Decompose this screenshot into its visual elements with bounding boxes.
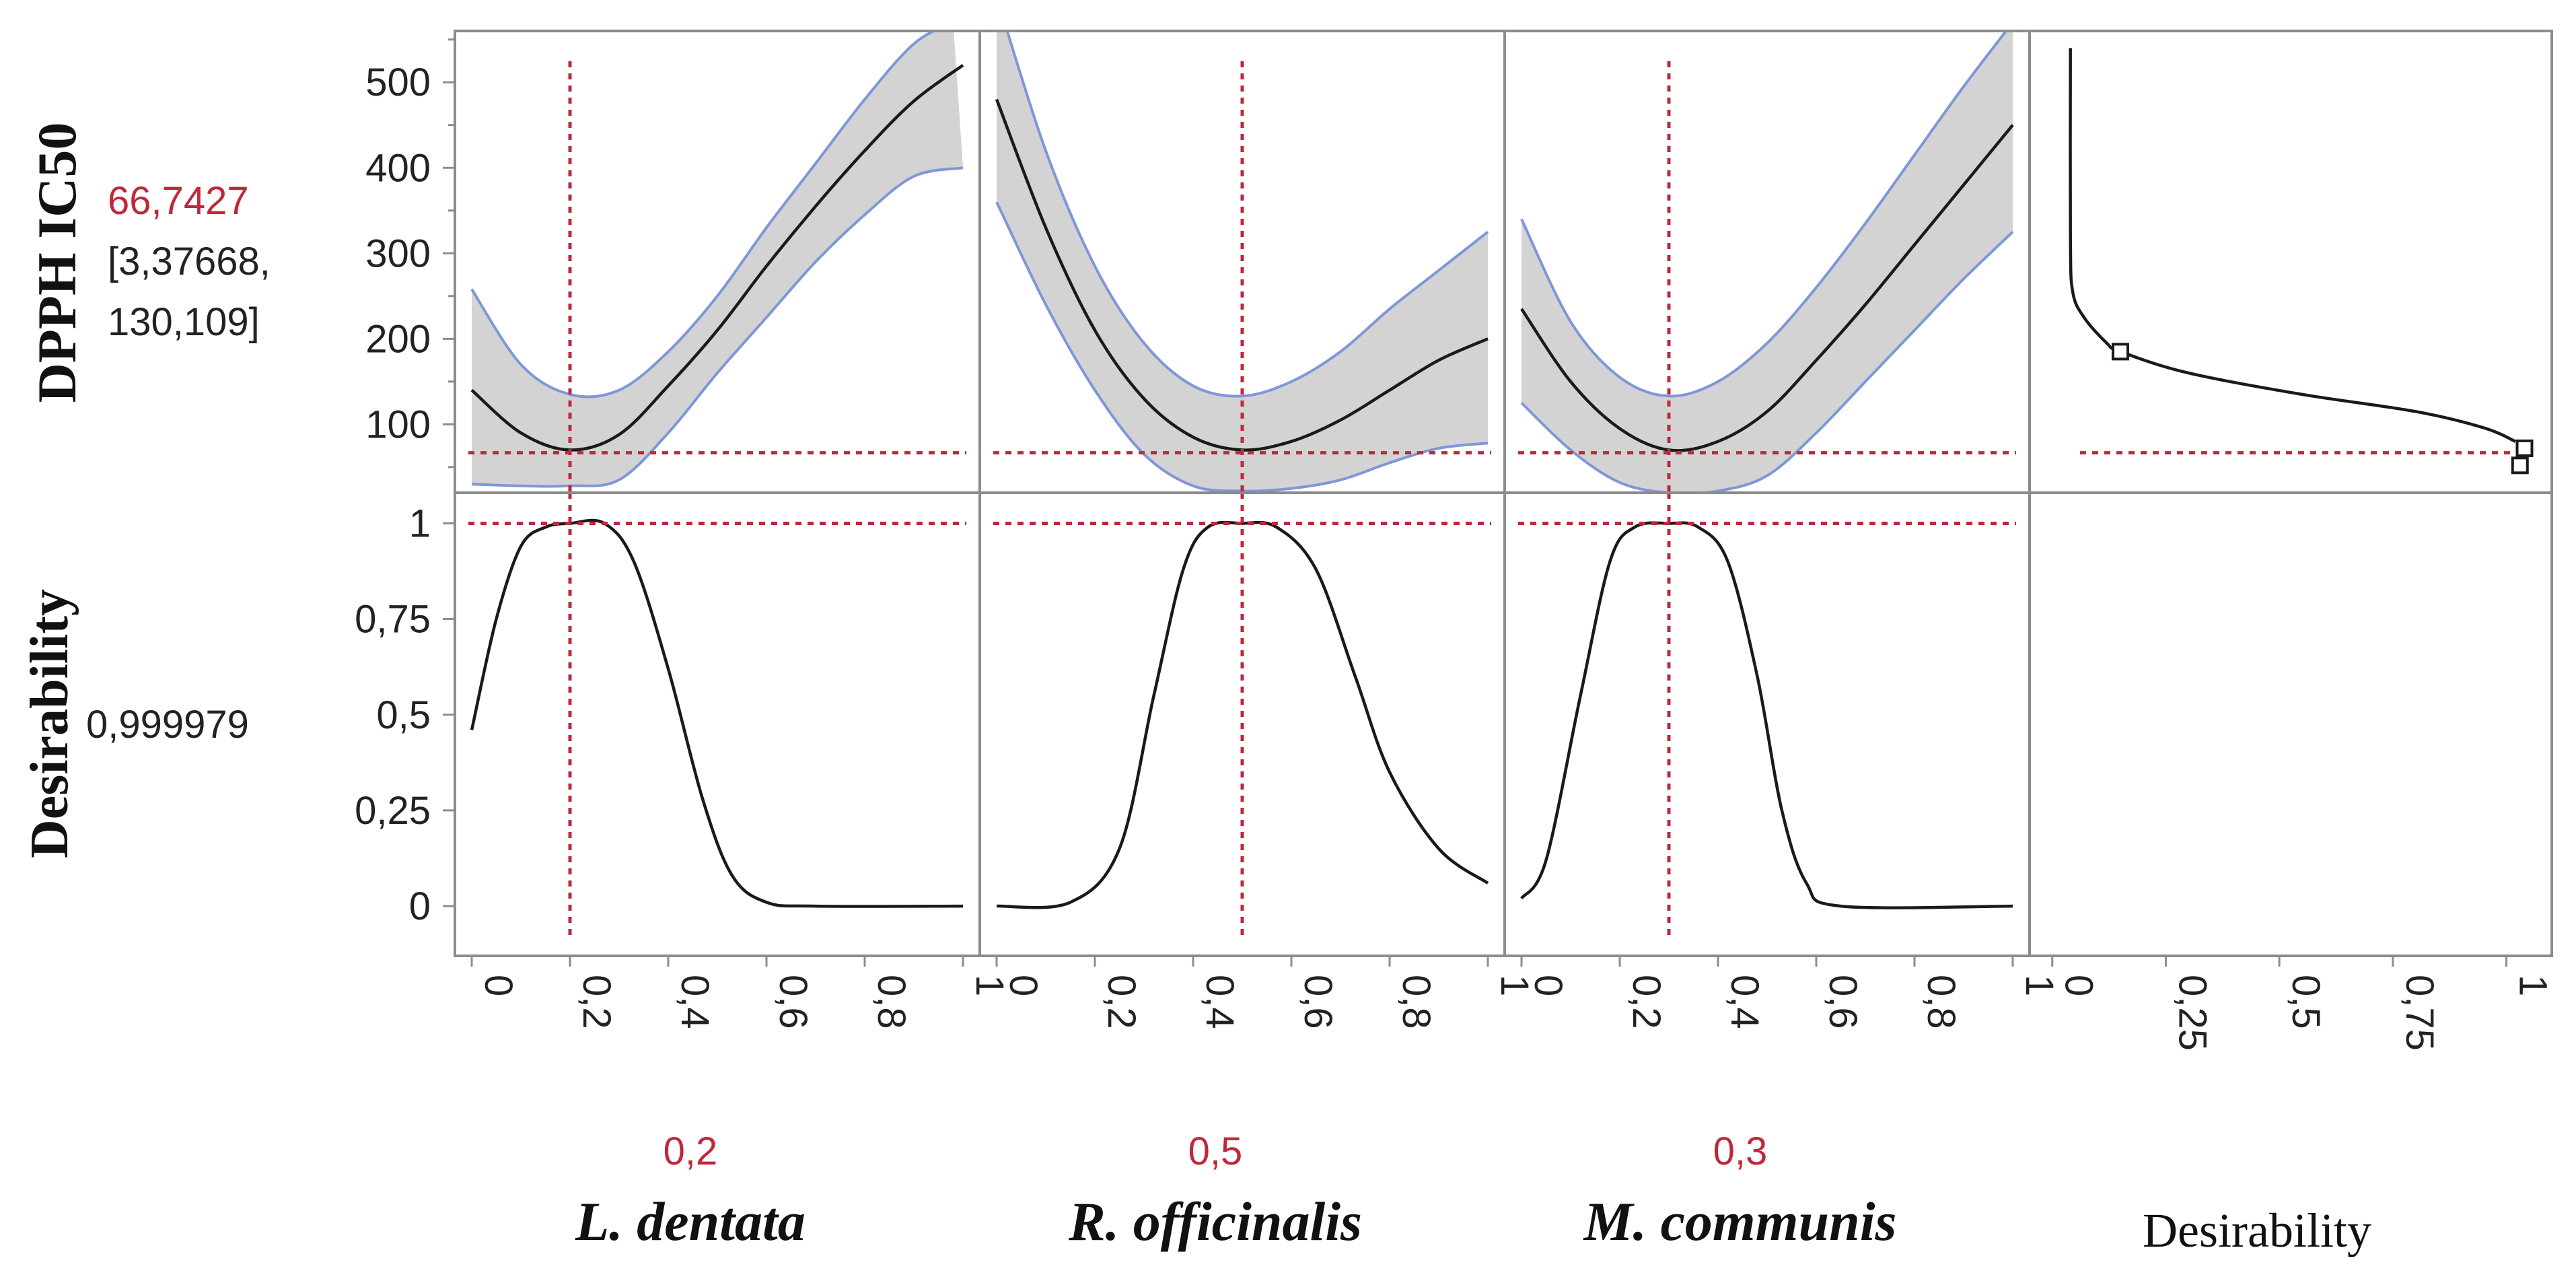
response-panel-1	[468, 31, 966, 493]
response-curve	[1520, 124, 2014, 452]
upper-ci-line	[1520, 31, 2008, 398]
x-tick-label: 0,4	[673, 975, 717, 1029]
response-curve	[995, 98, 1489, 452]
response-axis-title: DPPH IC50	[26, 123, 87, 403]
response-ci-line2: 130,109]	[108, 300, 260, 344]
desirability-marker	[2511, 456, 2529, 475]
x-tick-label: 1	[2017, 975, 2061, 996]
factor-current-value: 0,2	[664, 1130, 718, 1173]
response-predicted-value: 66,7427	[108, 179, 249, 223]
desirability-curve	[996, 520, 1489, 909]
factor-name: L. dentata	[575, 1191, 806, 1252]
confidence-band	[997, 31, 1488, 491]
desirability-value: 0,999979	[86, 703, 249, 747]
x-tick-label: 1	[968, 975, 1011, 996]
y-tick-label: 0,75	[355, 598, 431, 642]
x-tick-label: 0	[1001, 975, 1045, 996]
desirability-panel-1	[468, 493, 966, 936]
desirability-axis-title: Desirability	[2143, 1204, 2371, 1257]
x-tick-label: 0,6	[1821, 975, 1865, 1029]
response-curve	[470, 63, 964, 452]
y-tick-label: 300	[365, 232, 431, 275]
lower-ci-line	[471, 166, 964, 488]
response-panel-3	[1518, 31, 2016, 493]
y-tick-label: 500	[365, 61, 431, 104]
desirability-curve	[1520, 521, 2013, 909]
response-panel-2	[993, 31, 1491, 493]
factor-name: R. officinalis	[1068, 1191, 1362, 1252]
desirability-panel-2	[993, 493, 1491, 936]
x-tick-label: 0,4	[1198, 975, 1242, 1029]
x-tick-label: 0,8	[869, 975, 913, 1029]
x-tick-label: 0,5	[2284, 975, 2328, 1029]
y-tick-label: 400	[365, 146, 431, 190]
y-tick-label: 0,5	[376, 693, 431, 737]
x-tick-label: 0,2	[575, 975, 618, 1029]
x-tick-label: 0	[476, 975, 520, 996]
x-tick-label: 0,8	[1394, 975, 1438, 1029]
desirability-marker	[2515, 439, 2534, 457]
x-tick-label: 0,6	[771, 975, 815, 1029]
panel-frame	[2028, 491, 2553, 957]
confidence-band	[472, 31, 963, 487]
y-tick-label: 0,25	[355, 789, 431, 833]
desirability-curve	[470, 518, 964, 908]
y-tick-label: 1	[409, 501, 431, 545]
desirability-axis-title-vertical: Desirability	[20, 589, 79, 858]
y-tick-label: 0	[409, 885, 431, 928]
x-tick-label: 0,2	[1100, 975, 1143, 1029]
lower-ci-line	[1520, 231, 2014, 493]
factor-name: M. communis	[1583, 1191, 1897, 1252]
x-tick-label: 0,6	[1296, 975, 1340, 1029]
y-tick-label: 100	[365, 403, 431, 446]
confidence-band	[1522, 31, 2013, 493]
x-tick-label: 0,8	[1919, 975, 1963, 1029]
desirability-function-panel	[2069, 48, 2534, 475]
x-tick-label: 0,4	[1723, 975, 1766, 1029]
x-tick-label: 1	[2511, 975, 2555, 996]
desirability-panel-3	[1518, 493, 2016, 936]
upper-ci-line	[470, 31, 937, 398]
upper-ci-line	[1005, 31, 1489, 398]
response-ci-line1: [3,37668,	[108, 240, 271, 283]
x-tick-label: 0	[2057, 975, 2101, 996]
lower-ci-line	[995, 201, 1489, 493]
factor-current-value: 0,3	[1713, 1130, 1768, 1173]
desirability-function-curve	[2069, 48, 2516, 443]
factor-current-value: 0,5	[1188, 1130, 1243, 1173]
y-tick-label: 200	[365, 317, 431, 361]
x-tick-label: 0	[1526, 975, 1570, 996]
panel-frame	[454, 491, 981, 957]
desirability-marker	[2111, 343, 2129, 361]
x-tick-label: 0,2	[1624, 975, 1668, 1029]
x-tick-label: 1	[1493, 975, 1536, 996]
x-tick-label: 0,25	[2170, 975, 2214, 1051]
x-tick-label: 0,75	[2398, 975, 2441, 1051]
